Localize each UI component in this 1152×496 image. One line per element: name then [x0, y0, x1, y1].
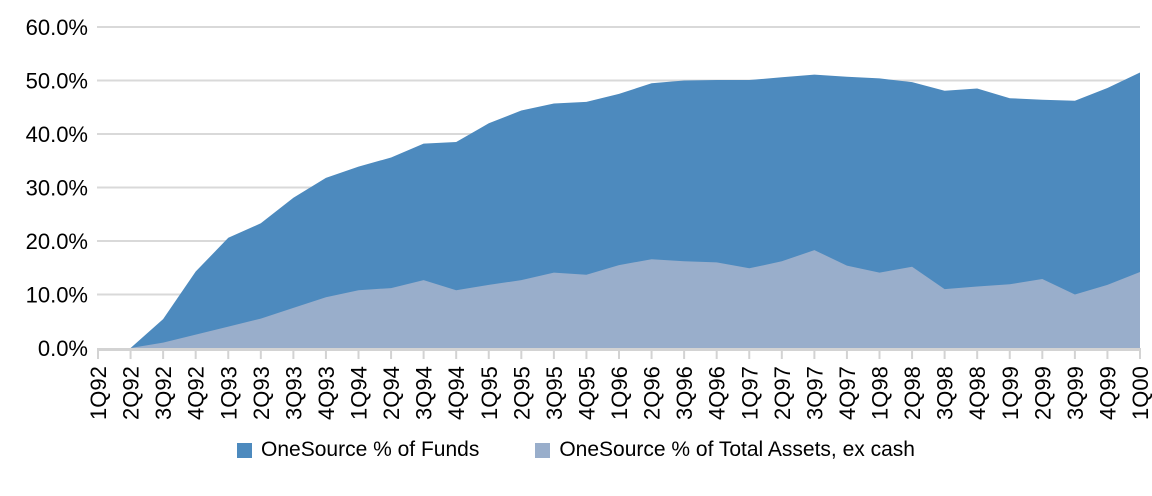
- x-axis-label: 2Q93: [249, 366, 274, 420]
- x-axis-label: 3Q94: [412, 366, 437, 420]
- x-axis-label: 3Q93: [281, 366, 306, 420]
- y-axis-label: 20.0%: [26, 229, 88, 254]
- x-axis-label: 3Q97: [802, 366, 827, 420]
- y-axis-label: 60.0%: [26, 15, 88, 40]
- x-axis-label: 2Q99: [1030, 366, 1055, 420]
- x-axis-label: 1Q94: [347, 366, 372, 420]
- y-axis-label: 50.0%: [26, 69, 88, 94]
- legend: OneSource % of Funds OneSource % of Tota…: [0, 438, 1152, 462]
- x-axis-label: 3Q92: [151, 366, 176, 420]
- legend-label-funds: OneSource % of Funds: [261, 438, 480, 461]
- x-axis-label: 2Q95: [509, 366, 534, 420]
- total-assets-area: [98, 250, 1140, 348]
- x-axis-label: 1Q92: [86, 366, 111, 420]
- y-axis-label: 30.0%: [26, 176, 88, 201]
- x-axis-label: 2Q96: [640, 366, 665, 420]
- x-axis-label: 3Q98: [933, 366, 958, 420]
- y-axis-label: 0.0%: [38, 336, 88, 361]
- legend-swatch-funds-icon: [237, 442, 253, 458]
- x-axis-label: 1Q96: [607, 366, 632, 420]
- x-axis-label: 3Q96: [672, 366, 697, 420]
- x-axis-label: 4Q99: [1095, 366, 1120, 420]
- legend-swatch-total-assets-icon: [535, 442, 551, 458]
- legend-item-total-assets: OneSource % of Total Assets, ex cash: [535, 438, 915, 462]
- y-axis-label: 40.0%: [26, 122, 88, 147]
- legend-item-funds: OneSource % of Funds: [237, 438, 479, 462]
- x-axis-label: 1Q97: [737, 366, 762, 420]
- x-axis-label: 1Q99: [998, 366, 1023, 420]
- x-axis-label: 2Q92: [119, 366, 144, 420]
- x-axis-label: 2Q98: [900, 366, 925, 420]
- x-axis-label: 4Q92: [184, 366, 209, 420]
- legend-label-total-assets: OneSource % of Total Assets, ex cash: [559, 438, 915, 461]
- x-axis-label: 4Q94: [444, 366, 469, 420]
- x-axis-label: 3Q95: [542, 366, 567, 420]
- x-axis-label: 4Q97: [835, 366, 860, 420]
- x-axis-label: 2Q97: [770, 366, 795, 420]
- x-axis-label: 2Q94: [379, 366, 404, 420]
- x-axis-label: 4Q96: [705, 366, 730, 420]
- y-axis-label: 10.0%: [26, 283, 88, 308]
- x-axis-label: 1Q93: [216, 366, 241, 420]
- x-axis-label: 4Q93: [314, 366, 339, 420]
- x-axis-label: 1Q98: [868, 366, 893, 420]
- x-axis-label: 1Q00: [1128, 366, 1152, 420]
- x-axis-label: 3Q99: [1063, 366, 1088, 420]
- x-axis-label: 4Q95: [574, 366, 599, 420]
- x-axis-label: 1Q95: [477, 366, 502, 420]
- x-axis-label: 4Q98: [965, 366, 990, 420]
